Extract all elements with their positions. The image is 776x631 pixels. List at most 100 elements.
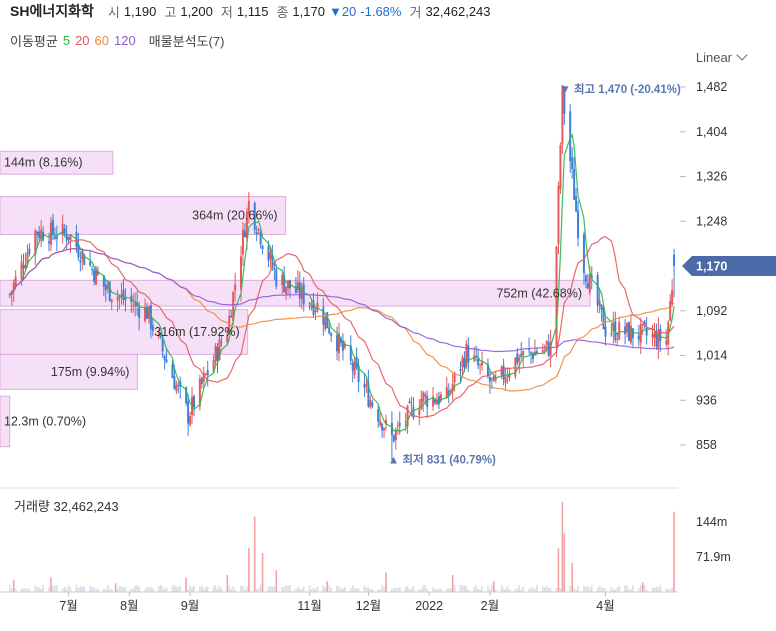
volume-bar	[312, 588, 315, 592]
x-axis-label: 7월	[59, 599, 77, 613]
volume-bar	[420, 589, 423, 592]
volume-bar	[514, 589, 517, 592]
candle-body	[341, 340, 344, 351]
volume-bar	[232, 586, 234, 592]
stock-header: SH에너지화학 시 1,190 고 1,200 저 1,115 종 1,170 …	[10, 2, 491, 20]
volume-bar	[134, 585, 137, 592]
volume-bar	[344, 586, 346, 592]
volume-bar	[10, 588, 13, 592]
volume-bar	[110, 589, 113, 592]
chart-labels: 144m (8.16%) 364m (20.66%) 752m (42.68%) 31…	[4, 82, 681, 467]
volume-bar	[545, 586, 548, 592]
candle-body	[91, 269, 94, 271]
candle-body	[271, 254, 274, 268]
volume-bar	[81, 586, 84, 592]
volume-bar	[445, 588, 448, 592]
candle-body	[461, 357, 464, 368]
volume-bar	[148, 587, 150, 592]
moving-average-legend[interactable]: 이동평균 5 20 60 120 매물분석도(7)	[10, 31, 224, 50]
candle-body	[616, 339, 619, 341]
candle-body	[477, 358, 480, 366]
volume-profile-label: 144m (8.16%)	[4, 156, 83, 170]
volume-bar	[547, 588, 550, 592]
volume-bar	[191, 587, 193, 592]
candle-body	[379, 420, 382, 426]
volume-bar	[612, 589, 615, 592]
candle-body	[118, 295, 121, 298]
volume-label: 거	[409, 4, 422, 20]
volume-profile-label: 752m (42.68%)	[497, 286, 582, 300]
candle-body	[626, 323, 629, 332]
candle-body	[439, 394, 442, 401]
volume-bar	[269, 585, 272, 592]
volume-bar	[322, 585, 325, 592]
volume-bar	[504, 588, 507, 592]
volume-spike	[253, 516, 256, 592]
volume-bar	[657, 587, 660, 592]
candle-body	[177, 384, 180, 386]
candle-body	[424, 394, 427, 397]
volume-bar	[255, 588, 258, 592]
volume-profile-bar	[0, 395, 11, 448]
volume-profile-label: 364m (20.66%)	[192, 209, 277, 223]
candle-body	[120, 293, 123, 296]
volume-bar	[440, 588, 442, 592]
candle-body	[93, 270, 96, 282]
scale-selector[interactable]: Linear	[696, 49, 748, 65]
volume-spike	[641, 582, 644, 592]
volume-bar	[295, 588, 297, 592]
candle-body	[20, 261, 23, 280]
candle-body	[557, 186, 560, 245]
ma-120[interactable]: 120	[114, 33, 136, 48]
volume-bar	[467, 589, 470, 592]
candle-body	[138, 307, 141, 318]
candle-body	[490, 378, 493, 380]
volume-bar	[103, 588, 105, 592]
candle-body	[420, 398, 423, 410]
volume-bar	[569, 586, 572, 592]
candle-body	[261, 245, 264, 250]
volume-bar	[589, 587, 591, 592]
candle-body	[367, 382, 370, 407]
volume-bar	[391, 588, 393, 592]
candles-layer	[8, 85, 676, 461]
ma-20[interactable]: 20	[75, 33, 90, 48]
volume-bar	[14, 588, 17, 592]
volume-bar	[79, 586, 82, 592]
ma-60[interactable]: 60	[94, 33, 110, 48]
candle-body	[40, 229, 43, 239]
volume-spike	[50, 577, 52, 592]
candle-body	[453, 372, 456, 383]
candle-body	[226, 335, 229, 343]
volume-bar	[124, 587, 127, 592]
volume-profile-toggle[interactable]: 매물분석도(7)	[148, 34, 225, 49]
volume-bar	[465, 586, 468, 592]
volume-bar	[573, 588, 575, 592]
volume-bar	[530, 587, 532, 592]
candle-body	[559, 145, 562, 189]
candle-body	[486, 364, 489, 377]
candle-body	[187, 401, 190, 424]
volume-bar	[201, 585, 203, 592]
candle-body	[596, 274, 599, 306]
candle-body	[314, 310, 317, 312]
volume-bar	[365, 587, 368, 592]
candle-body	[324, 316, 327, 330]
volume-bar	[489, 589, 491, 592]
volume-bar	[150, 586, 152, 592]
candle-body	[412, 407, 415, 418]
candle-body	[247, 200, 250, 215]
volume-spike	[557, 548, 560, 592]
volume-bar	[340, 588, 342, 592]
candle-body	[451, 383, 454, 392]
volume-bar	[289, 584, 291, 592]
candle-body	[310, 304, 313, 308]
candle-body	[285, 286, 288, 294]
volume-profile-bar	[0, 279, 591, 307]
candle-body	[77, 244, 80, 258]
ma-5[interactable]: 5	[62, 33, 71, 48]
volume-bar	[118, 585, 121, 592]
volume-bar	[28, 588, 31, 592]
volume-bar	[328, 585, 331, 592]
